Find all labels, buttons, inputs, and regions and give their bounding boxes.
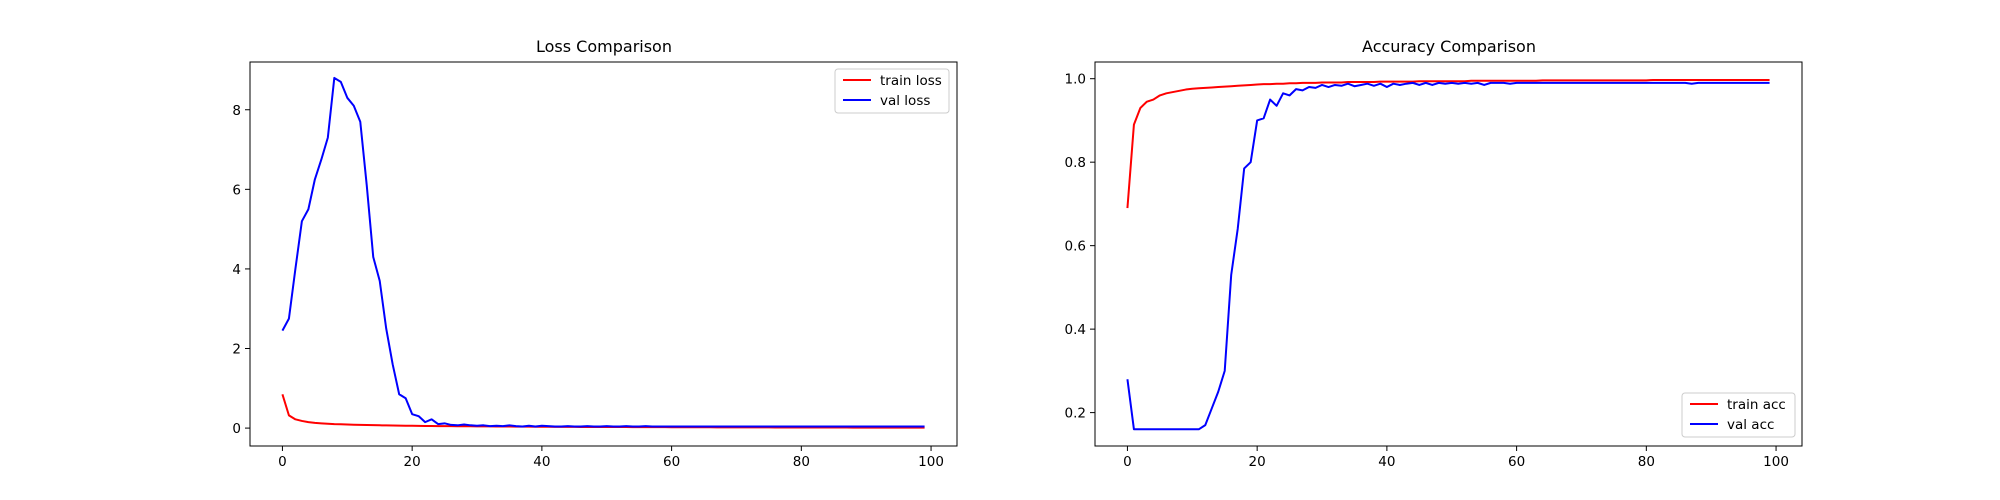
y-tick-label: 0.8 — [1065, 155, 1086, 171]
x-tick-label: 60 — [663, 454, 680, 470]
x-tick-label: 40 — [1378, 454, 1395, 470]
y-tick-label: 1.0 — [1065, 72, 1086, 88]
loss-comparison-panel: Loss Comparison 0 20 40 60 80 100 0 2 4 6 8 train … — [232, 37, 958, 470]
plot-frame — [1094, 61, 1803, 447]
plot-layer: 0 20 40 60 80 100 0.2 0.4 0.6 0.8 1.0 — [1065, 72, 1789, 470]
chart-title: Loss Comparison — [536, 37, 672, 56]
series-line-val-loss — [281, 76, 925, 428]
x-tick-label: 40 — [533, 454, 550, 470]
plot-layer: 0 20 40 60 80 100 0 2 4 6 8 — [232, 76, 944, 470]
legend: train acc val acc — [1681, 392, 1796, 438]
y-tick-label: 8 — [232, 103, 241, 119]
legend: train loss val loss — [834, 68, 950, 114]
x-tick-label: 80 — [1638, 454, 1655, 470]
plot-frame — [249, 61, 958, 447]
series-line-train-acc — [1126, 78, 1770, 209]
legend-label-val-acc: val acc — [1727, 417, 1774, 433]
x-tick-label: 20 — [404, 454, 421, 470]
y-tick-label: 4 — [232, 262, 241, 278]
x-tick-label: 0 — [278, 454, 287, 470]
y-tick-label: 0 — [232, 421, 241, 437]
x-tick-label: 20 — [1249, 454, 1266, 470]
series-line-val-acc — [1126, 81, 1770, 431]
legend-label-val-loss: val loss — [880, 93, 930, 109]
chart-title: Accuracy Comparison — [1362, 37, 1536, 56]
x-tick-label: 100 — [918, 454, 944, 470]
x-tick-label: 60 — [1508, 454, 1525, 470]
y-tick-label: 6 — [232, 182, 241, 198]
y-tick-label: 0.2 — [1065, 406, 1086, 422]
y-tick-label: 2 — [232, 342, 241, 358]
legend-label-train-loss: train loss — [880, 73, 942, 89]
x-tick-label: 80 — [793, 454, 810, 470]
y-tick-label: 0.6 — [1065, 239, 1086, 255]
x-tick-label: 100 — [1763, 454, 1789, 470]
x-tick-label: 0 — [1123, 454, 1132, 470]
y-tick-label: 0.4 — [1065, 322, 1086, 338]
legend-label-train-acc: train acc — [1727, 397, 1786, 413]
accuracy-comparison-panel: Accuracy Comparison 0 20 40 60 80 100 0.2 0.4 0.… — [1065, 37, 1803, 470]
